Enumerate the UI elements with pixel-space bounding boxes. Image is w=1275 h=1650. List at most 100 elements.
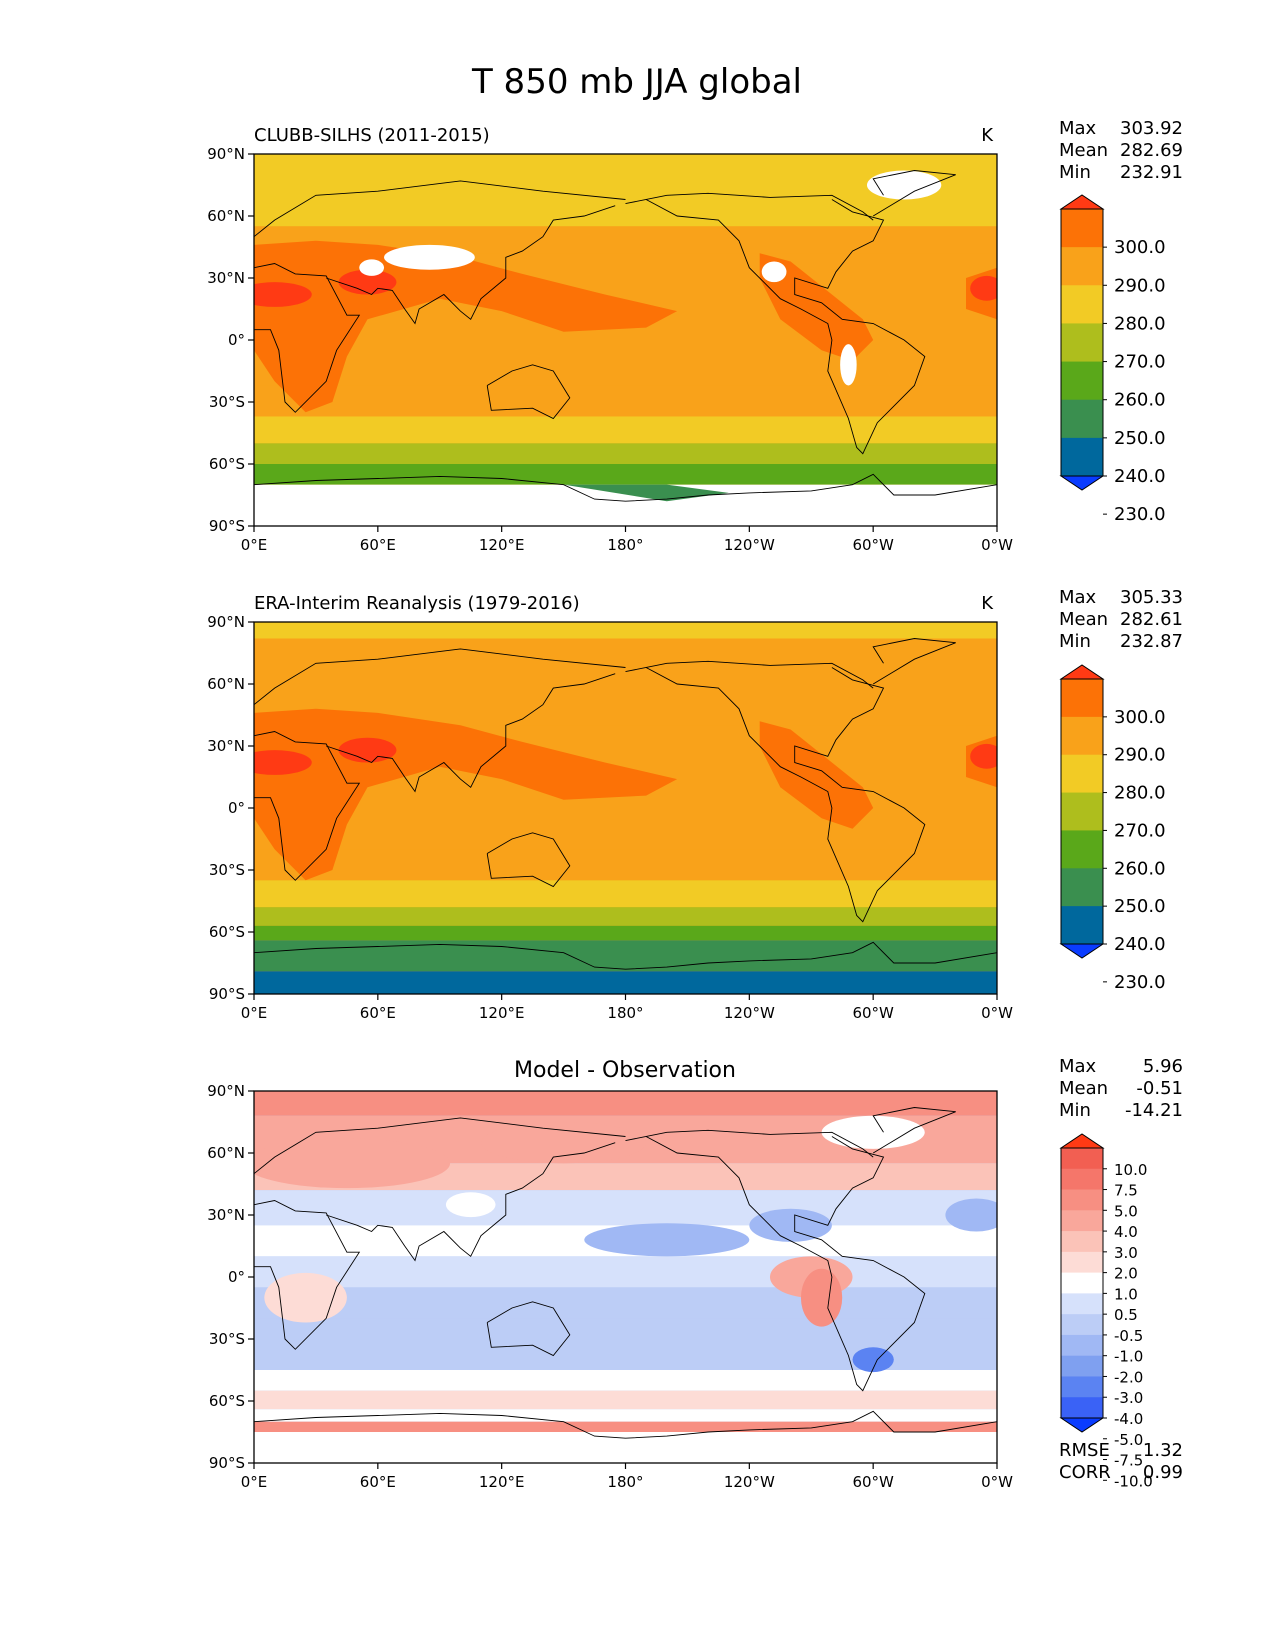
colorbar-tick-label: 5.0: [1114, 1202, 1138, 1220]
field-band: [254, 1432, 997, 1463]
coastline: [254, 731, 361, 881]
y-tick-label: 90°N: [207, 613, 245, 631]
colorbar-tick-label: -2.0: [1114, 1368, 1143, 1386]
colorbar-swatch: [1061, 1251, 1103, 1274]
y-tick-label: 0°: [228, 1268, 245, 1286]
colorbar-swatch: [1061, 792, 1103, 831]
colorbar-tick-label: 300.0: [1114, 707, 1166, 728]
field-contour: [264, 1272, 347, 1323]
y-tick-label: 30°S: [209, 1330, 245, 1348]
y-tick-label: 0°: [228, 799, 245, 817]
x-tick-label: 60°W: [852, 1473, 894, 1491]
y-tick-label: 30°S: [209, 861, 245, 879]
x-tick-label: 0°W: [981, 1473, 1013, 1491]
coastline: [254, 473, 997, 502]
field-band: [254, 940, 997, 972]
map-diff: [253, 1090, 998, 1464]
y-tick-label: 60°S: [209, 923, 245, 941]
colorbar-tick-label: 3.0: [1114, 1244, 1138, 1262]
mask-region: [359, 259, 385, 276]
colorbar-swatch: [1061, 1231, 1103, 1253]
x-tick-label: 180°: [607, 1473, 643, 1491]
field-contour: [759, 721, 874, 829]
colorbar-swatch: [1061, 1189, 1103, 1211]
stat-max-label: Max: [1059, 118, 1097, 139]
y-tick-label: 30°N: [207, 1206, 245, 1224]
field-contour: [445, 1192, 496, 1218]
y-tick-label: 90°N: [207, 145, 245, 163]
coastline: [254, 263, 361, 413]
field-band: [254, 1287, 997, 1319]
colorbar-extend-max: [1059, 194, 1105, 210]
stat-mean-value: -0.51: [1136, 1078, 1183, 1099]
x-tick-label: 60°E: [360, 536, 396, 554]
colorbar-swatch: [1061, 679, 1103, 718]
colorbar-swatch: [1061, 906, 1103, 945]
x-tick-label: 0°E: [241, 1004, 268, 1022]
colorbar-swatch: [1061, 1334, 1103, 1357]
stat-min-label: Min: [1059, 162, 1091, 183]
colorbar-swatch: [1061, 323, 1103, 363]
colorbar-model: 300.0 290.0 280.0 270.0 260.0 250.0 240.0 230.0: [1059, 194, 1166, 525]
field-band: [254, 907, 997, 926]
y-tick-label: 30°S: [209, 393, 245, 411]
colorbar-swatch: [1061, 716, 1103, 756]
stat-mean-label: Mean: [1059, 1078, 1108, 1099]
stat-max-value: 5.96: [1143, 1056, 1183, 1077]
x-tick-label: 180°: [607, 536, 643, 554]
colorbar-tick-label: 0.5: [1114, 1306, 1138, 1324]
field-band: [254, 416, 997, 444]
coastline: [645, 199, 926, 455]
x-tick-label: 120°E: [479, 536, 525, 554]
rmse-label: RMSE: [1059, 1440, 1110, 1461]
map-field: [254, 1091, 997, 1463]
colorbar-swatch: [1061, 1210, 1103, 1232]
colorbar-swatch: [1061, 1355, 1103, 1377]
panel-model: CLUBB-SILHS (2011-2015) K 0°E 60°E 120°E 18…: [207, 118, 1183, 554]
x-tick-label: 0°W: [981, 1004, 1013, 1022]
colorbar-tick-label: 280.0: [1114, 313, 1166, 334]
colorbar-tick-label: 270.0: [1114, 352, 1166, 373]
field-band: [254, 971, 997, 994]
colorbar-tick-label: -5.0: [1114, 1431, 1143, 1449]
colorbar-tick-label: 260.0: [1114, 858, 1166, 879]
colorbar-swatch: [1061, 1314, 1103, 1336]
field-band: [254, 443, 997, 464]
colorbar-swatch: [1061, 399, 1103, 439]
stat-min-value: 232.91: [1120, 162, 1183, 183]
coastline: [872, 1107, 956, 1154]
coastline: [254, 1117, 626, 1175]
axes-diff: 0°E 60°E 120°E 180° 120°W 60°W 0°W 90°N 60°N 30°N…: [207, 1082, 1013, 1491]
coastline: [645, 667, 926, 923]
field-contour: [584, 1223, 750, 1257]
colorbar-frame: [1060, 1147, 1104, 1419]
field-band: [254, 1190, 997, 1226]
coastline: [872, 170, 956, 217]
field-contour: [800, 1268, 843, 1327]
y-tick-label: 30°N: [207, 737, 245, 755]
stat-min-label: Min: [1059, 631, 1091, 652]
x-tick-label: 60°E: [360, 1473, 396, 1491]
corr-value: 0.99: [1143, 1462, 1183, 1483]
x-tick-label: 0°E: [241, 536, 268, 554]
colorbar-tick-label: 290.0: [1114, 275, 1166, 296]
coastline: [486, 364, 571, 420]
colorbar-swatch: [1061, 1272, 1103, 1294]
coastline: [645, 1136, 926, 1392]
y-tick-label: 60°N: [207, 207, 245, 225]
axes-model: 0°E 60°E 120°E 180° 120°W 60°W 0°W 90°N 60°N 30°N…: [207, 145, 1013, 554]
field-contour: [970, 275, 997, 301]
stat-min-label: Min: [1059, 1100, 1091, 1121]
y-tick-label: 90°S: [209, 1454, 245, 1472]
y-tick-label: 60°S: [209, 455, 245, 473]
field-band: [254, 1421, 997, 1432]
x-tick-label: 120°E: [479, 1473, 525, 1491]
coastline: [625, 1129, 874, 1158]
field-contour: [254, 750, 312, 775]
map-model: [253, 153, 998, 527]
y-tick-label: 0°: [228, 331, 245, 349]
colorbar-extend-max: [1059, 664, 1105, 680]
field-contour: [254, 282, 312, 307]
x-tick-label: 120°E: [479, 1004, 525, 1022]
x-tick-label: 60°E: [360, 1004, 396, 1022]
